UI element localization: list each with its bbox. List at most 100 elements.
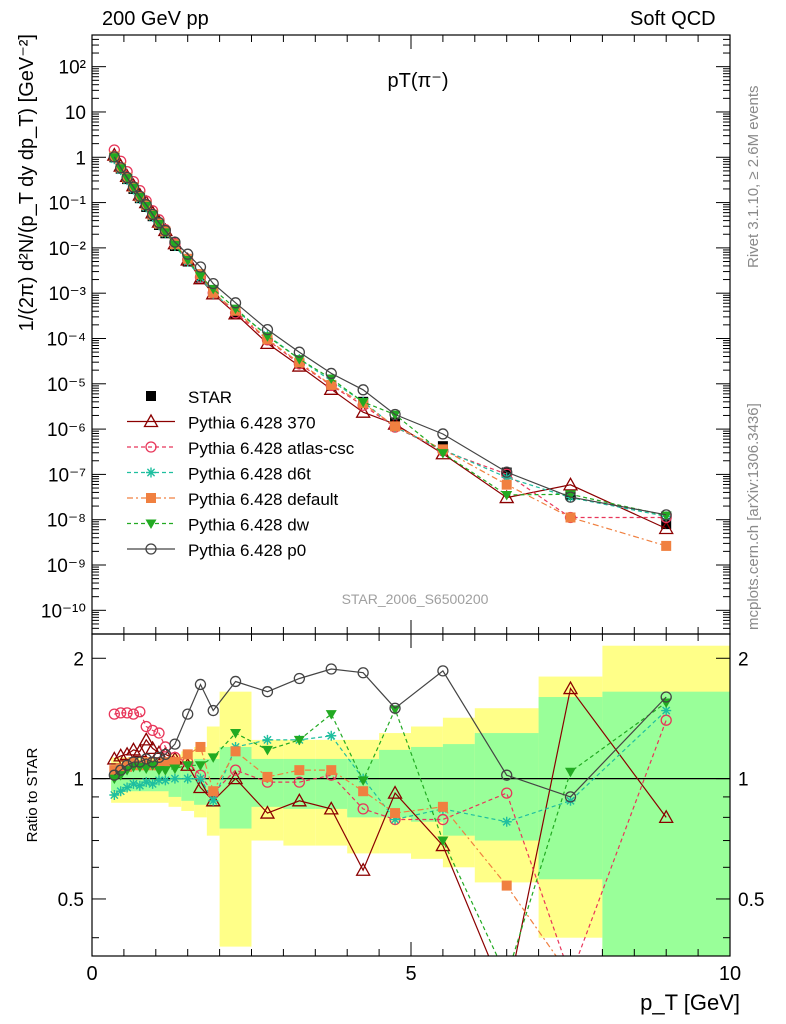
series-4-ratio-point bbox=[230, 746, 241, 757]
series-3-ratio-point bbox=[326, 730, 337, 741]
legend-marker bbox=[146, 493, 156, 503]
x-tick-label: 0 bbox=[86, 963, 97, 985]
series-1-point bbox=[658, 520, 674, 535]
series-6-point bbox=[121, 171, 133, 184]
ratio-tick-label-left: 1 bbox=[73, 770, 84, 791]
series-6-point bbox=[169, 236, 181, 248]
series-6-main-line bbox=[113, 156, 667, 516]
series-2-ratio-point bbox=[134, 706, 146, 718]
series-1-ratio-point bbox=[323, 801, 339, 815]
series-6-ratio-point bbox=[134, 756, 146, 768]
series-4-ratio-point bbox=[358, 786, 369, 797]
watermark-label: STAR_2006_S6500200 bbox=[342, 591, 489, 607]
header-left-label: 200 GeV pp bbox=[102, 8, 209, 30]
series-1-ratio-point bbox=[138, 732, 154, 746]
series-2-ratio-point bbox=[115, 707, 127, 719]
series-5-ratio-point bbox=[325, 710, 337, 720]
series-5-ratio-point bbox=[230, 729, 242, 739]
series-5-ratio-point bbox=[389, 705, 401, 715]
series-5-ratio-point bbox=[357, 776, 369, 786]
series-5-ratio-point bbox=[140, 764, 152, 774]
series-0-point bbox=[661, 519, 672, 530]
legend-marker bbox=[145, 441, 157, 453]
y-tick-label: 10² bbox=[59, 58, 86, 79]
y-tick-label: 10⁻² bbox=[49, 239, 87, 260]
series-5-ratio-point bbox=[565, 767, 576, 778]
series-6-ratio-point bbox=[159, 748, 172, 760]
x-tick-label: 5 bbox=[405, 963, 416, 985]
series-6-point bbox=[207, 277, 219, 290]
series-3-ratio-point bbox=[153, 775, 164, 786]
series-5-point bbox=[261, 332, 273, 342]
series-5-point bbox=[169, 240, 181, 251]
series-2-ratio-point bbox=[127, 708, 140, 720]
rivet-version-label: Rivet 3.1.10, ≥ 2.6M events bbox=[745, 85, 762, 269]
series-4-point bbox=[326, 379, 337, 390]
y-tick-label: 10⁻¹⁰ bbox=[41, 601, 86, 622]
series-2-ratio-point bbox=[501, 787, 513, 799]
series-6-ratio-point bbox=[140, 753, 152, 765]
series-6-ratio-point bbox=[564, 791, 577, 803]
series-3-ratio-point bbox=[141, 777, 152, 788]
band-inner-bin bbox=[538, 697, 603, 880]
series-2-ratio-point bbox=[293, 776, 306, 788]
series-4-ratio-point bbox=[262, 771, 273, 782]
series-2-ratio-point bbox=[357, 803, 369, 815]
series-4-ratio-point bbox=[294, 765, 305, 776]
series-1-point bbox=[562, 477, 579, 491]
series-1-ratio-point bbox=[562, 680, 579, 695]
series-4-ratio-point bbox=[182, 749, 193, 760]
series-5-ratio-point bbox=[194, 761, 206, 771]
series-6-ratio-point bbox=[153, 751, 165, 764]
series-5-point bbox=[194, 272, 206, 282]
series-6-point bbox=[229, 297, 242, 309]
series-6-point bbox=[389, 408, 401, 421]
series-6-ratio-point bbox=[127, 756, 140, 768]
series-5-point bbox=[115, 164, 127, 174]
series-6-point bbox=[357, 384, 369, 396]
series-4-ratio-point bbox=[153, 760, 164, 771]
legend-label: Pythia 6.428 dw bbox=[188, 516, 310, 535]
legend-label: Pythia 6.428 default bbox=[188, 490, 339, 509]
series-5-point bbox=[357, 398, 369, 408]
series-6-point bbox=[660, 509, 672, 521]
series-6-point bbox=[261, 323, 274, 336]
series-1-ratio-point bbox=[435, 837, 451, 852]
series-2-main-line bbox=[113, 149, 667, 519]
series-4-main-line bbox=[113, 156, 667, 547]
series-4-ratio-point bbox=[169, 757, 180, 768]
series-6-point bbox=[194, 261, 207, 273]
legend-marker bbox=[145, 543, 157, 555]
series-3-ratio-point bbox=[262, 734, 273, 745]
series-3-ratio-point bbox=[122, 782, 133, 793]
legend-label: Pythia 6.428 atlas-csc bbox=[188, 439, 355, 458]
legend-label: STAR bbox=[188, 388, 232, 407]
series-1-ratio-point bbox=[144, 740, 161, 755]
series-5-point bbox=[147, 210, 159, 221]
series-5-ratio-point bbox=[182, 761, 194, 771]
x-axis-label: p_T [GeV] bbox=[640, 990, 740, 1015]
series-5-point bbox=[437, 449, 449, 459]
series-4-ratio-point bbox=[195, 741, 206, 752]
series-5-ratio-point bbox=[159, 766, 171, 776]
series-5-ratio-point bbox=[437, 836, 449, 847]
chart-title: pT(π⁻) bbox=[387, 70, 448, 92]
series-6-point bbox=[564, 491, 577, 503]
series-4-point bbox=[390, 421, 401, 432]
series-3-ratio-point bbox=[182, 773, 193, 784]
series-2-ratio-point bbox=[121, 707, 133, 719]
series-3-ratio-point bbox=[195, 773, 206, 784]
series-4-ratio-point bbox=[390, 808, 401, 819]
series-2-ratio-point bbox=[140, 720, 152, 733]
y-tick-label: 1 bbox=[75, 148, 86, 169]
series-1-point bbox=[355, 404, 371, 418]
series-4-ratio-point bbox=[437, 801, 448, 812]
series-1-ratio-point bbox=[119, 746, 135, 760]
series-6-point bbox=[108, 151, 120, 163]
series-3-ratio-point bbox=[115, 786, 126, 797]
series-4-ratio-point bbox=[501, 880, 512, 891]
series-1-ratio-point bbox=[658, 809, 674, 824]
series-6-ratio-line bbox=[113, 668, 667, 798]
series-4-point bbox=[501, 479, 512, 490]
legend-marker bbox=[146, 467, 156, 478]
